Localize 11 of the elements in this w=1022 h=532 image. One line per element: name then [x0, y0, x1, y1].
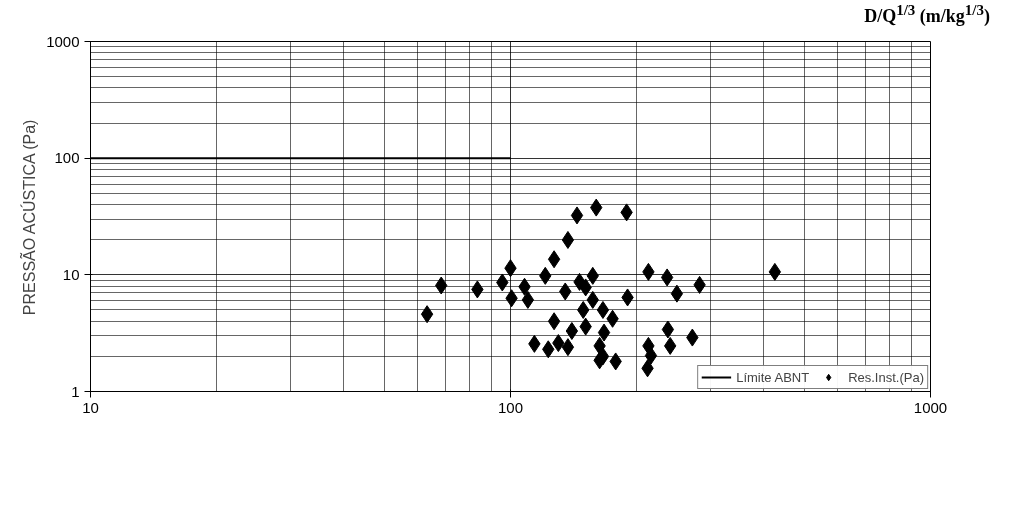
x-tick-label: 100 [497, 398, 524, 416]
legend-label: Límite ABNT [736, 369, 810, 385]
x-axis-title: D/Q$^{1/3}$ (m/kg$^{1/3}$) [864, 1, 990, 28]
x-tick-label: 10 [82, 398, 99, 416]
legend-label: Res.Inst.(Pa) [848, 369, 924, 385]
y-tick-label: 1000 [46, 32, 80, 50]
y-tick-label: 1 [71, 382, 80, 400]
x-tick-label: 1000 [913, 398, 948, 416]
y-tick-label: 10 [62, 265, 80, 283]
y-axis-title: PRESSÃO ACÚSTICA (Pa) [19, 119, 39, 316]
y-tick-label: 100 [54, 149, 80, 167]
